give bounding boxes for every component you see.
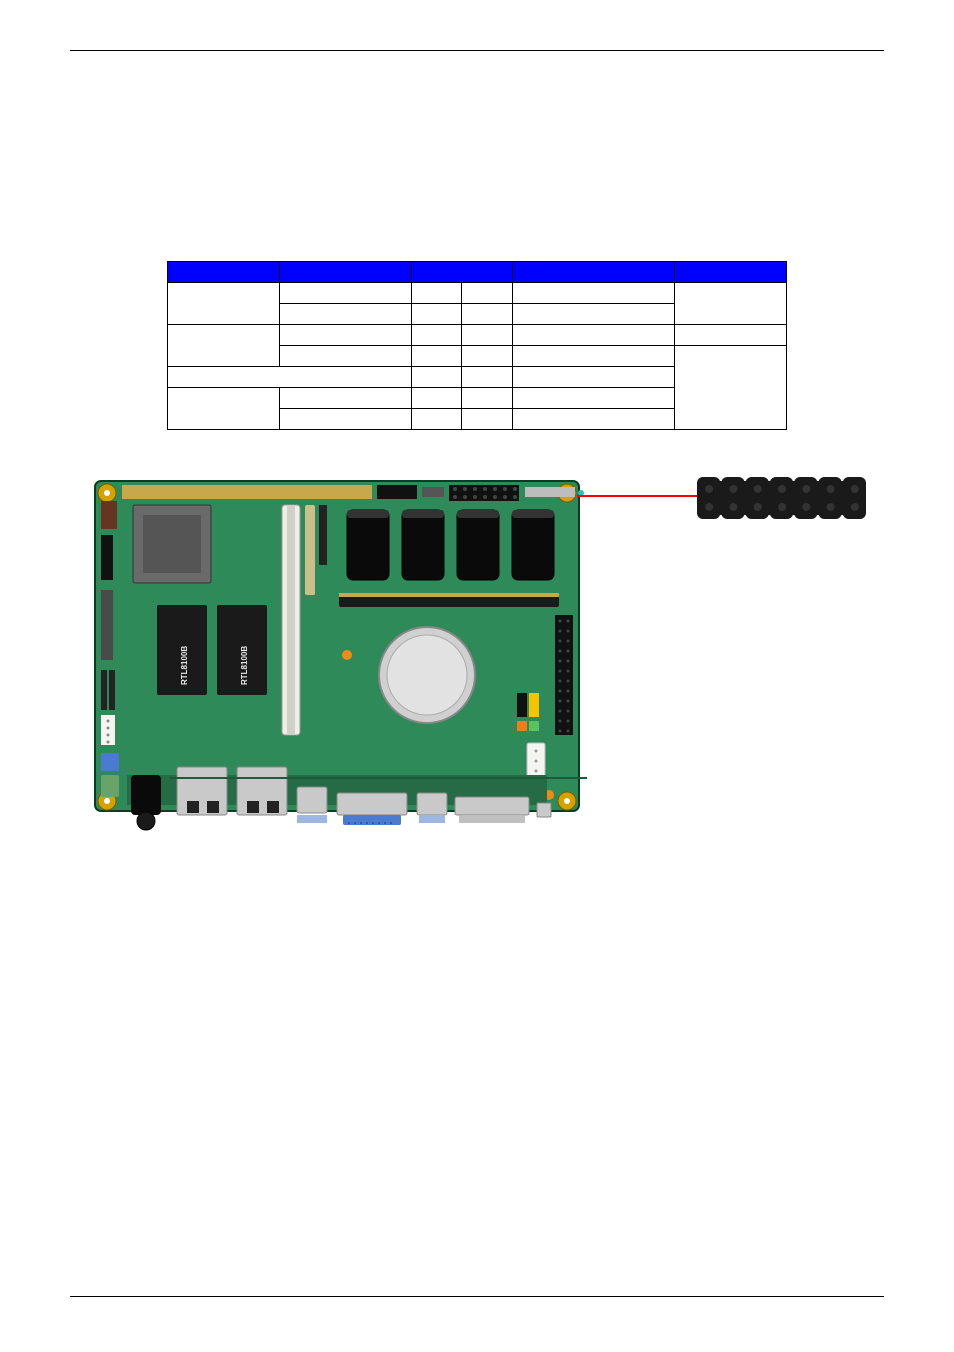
th-3 [411, 262, 512, 283]
board-callout-area: RTL8100B RTL8100B [87, 475, 867, 835]
bottom-rule [70, 1296, 884, 1297]
pinout-table [167, 261, 787, 430]
th-5 [675, 262, 787, 283]
th-2 [279, 262, 411, 283]
th-1 [168, 262, 280, 283]
board-illustration: RTL8100B RTL8100B [87, 475, 587, 840]
svg-text:RTL8100B: RTL8100B [240, 646, 249, 685]
svg-text:RTL8100B: RTL8100B [180, 646, 189, 685]
th-4 [512, 262, 674, 283]
connector-pin-header [697, 475, 867, 521]
page: RTL8100B RTL8100B [0, 0, 954, 1352]
table-header-row [168, 262, 787, 283]
top-rule [70, 50, 884, 51]
